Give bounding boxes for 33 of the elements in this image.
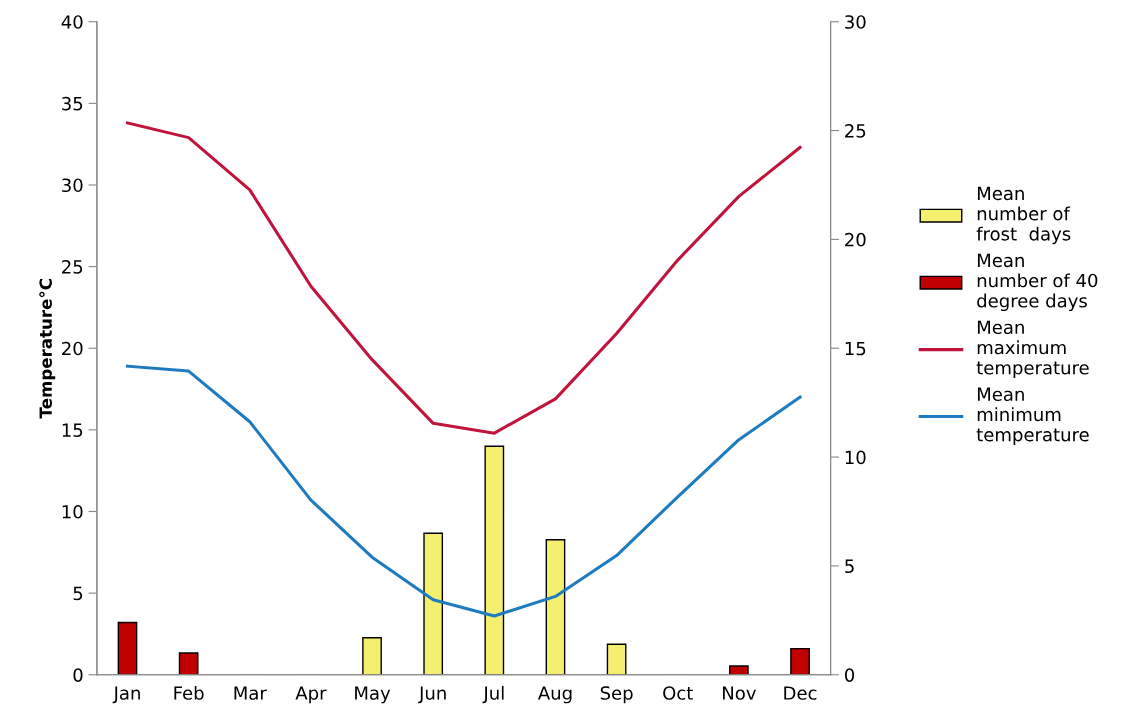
y2-tick-label: 15 [845, 341, 866, 356]
y-tick-label: 25 [62, 260, 83, 274]
legend-label: Mean number of 40 degree days [977, 253, 1098, 312]
y-tick-label: 0 [73, 668, 83, 682]
x-tick-label: Aug [537, 686, 572, 704]
y2-tick-label: 20 [845, 232, 866, 247]
y-tick-label: 30 [62, 178, 83, 193]
y-tick-label: 10 [62, 504, 83, 519]
x-tick-label: Dec [784, 686, 817, 700]
y-tick-label: 35 [62, 96, 83, 111]
y2-tick-label: 5 [845, 559, 854, 574]
y2-tick-label: 25 [845, 124, 866, 138]
y2-tick-label: 10 [845, 450, 866, 465]
x-tick-label: Apr [295, 686, 327, 704]
legend-label: Mean maximum temperature [976, 320, 1089, 379]
y-tick-label: 5 [73, 586, 83, 601]
x-tick-label: Jan [112, 686, 140, 704]
x-tick-label: Mar [234, 686, 267, 700]
x-tick-label: Sep [600, 686, 633, 704]
y-tick-label: 20 [62, 341, 83, 356]
y-tick-label: 15 [62, 423, 83, 437]
legend-label: Mean minimum temperature [976, 387, 1089, 445]
y2-tick-label: 30 [845, 15, 866, 29]
x-tick-label: Nov [723, 686, 756, 700]
x-tick-label: Jun [418, 686, 446, 704]
x-tick-label: Jul [482, 685, 504, 704]
y-axis-title: Temperature°C [39, 279, 56, 419]
x-tick-label: Oct [663, 686, 693, 700]
x-tick-label: May [355, 686, 391, 704]
legend-label: Mean number of frost days [976, 186, 1071, 245]
y-tick-label: 40 [61, 15, 83, 29]
x-tick-label: Feb [174, 685, 204, 700]
y2-tick-label: 0 [844, 668, 855, 682]
